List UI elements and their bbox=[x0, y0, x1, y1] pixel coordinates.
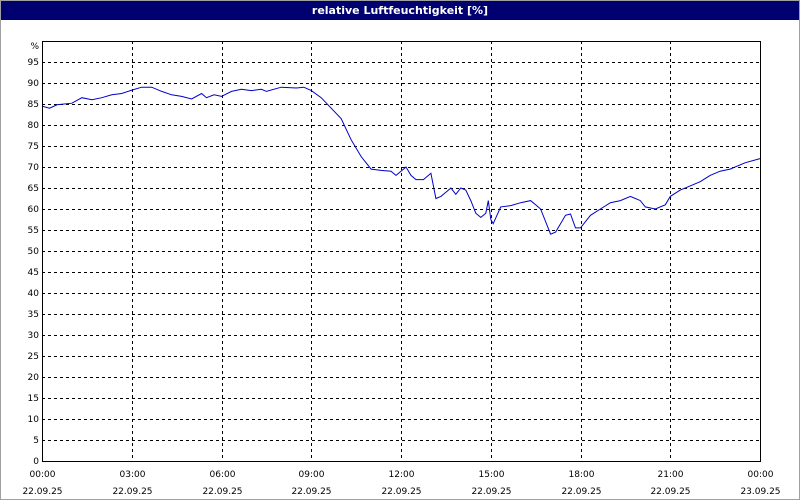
y-tick-label: 15 bbox=[28, 394, 39, 404]
y-tick-label: 90 bbox=[28, 79, 40, 89]
x-tick-date: 22.09.25 bbox=[22, 487, 62, 497]
chart-title: relative Luftfeuchtigkeit [%] bbox=[1, 1, 799, 20]
series bbox=[41, 86, 761, 235]
grid bbox=[42, 41, 760, 461]
y-tick-label: 25 bbox=[28, 352, 39, 362]
y-tick-label: 75 bbox=[28, 142, 39, 152]
x-tick-time: 00:00 bbox=[748, 470, 774, 480]
y-tick-label: 85 bbox=[28, 100, 39, 110]
y-tick-label: 60 bbox=[28, 205, 40, 215]
x-tick-date: 22.09.25 bbox=[291, 487, 331, 497]
y-tick-label: 65 bbox=[28, 184, 39, 194]
x-tick-time: 06:00 bbox=[210, 470, 236, 480]
x-tick-time: 15:00 bbox=[479, 470, 505, 480]
y-tick-label: 70 bbox=[28, 163, 40, 173]
x-tick-date: 22.09.25 bbox=[561, 487, 601, 497]
x-tick-date: 22.09.25 bbox=[112, 487, 152, 497]
x-tick-date: 22.09.25 bbox=[650, 487, 690, 497]
y-axis-unit-label: % bbox=[30, 42, 39, 52]
y-tick-label: 55 bbox=[28, 226, 39, 236]
x-tick-time: 03:00 bbox=[120, 470, 146, 480]
x-tick-date: 22.09.25 bbox=[471, 487, 511, 497]
x-tick-time: 09:00 bbox=[299, 470, 325, 480]
x-tick-date: 22.09.25 bbox=[381, 487, 421, 497]
y-tick-label: 50 bbox=[28, 247, 40, 257]
y-tick-label: 95 bbox=[28, 58, 39, 68]
y-tick-label: 80 bbox=[28, 121, 40, 131]
y-tick-label: 35 bbox=[28, 310, 39, 320]
y-axis-ticks: 0 5 10 15 20 25 30 35 40 45 50 55 60 65 70 75 80 85 90 95 bbox=[28, 58, 40, 467]
plot-frame bbox=[42, 41, 761, 462]
y-tick-label: 20 bbox=[28, 373, 40, 383]
x-tick-date: 22.09.25 bbox=[202, 487, 242, 497]
x-tick-time: 12:00 bbox=[389, 470, 415, 480]
y-tick-label: 30 bbox=[28, 331, 40, 341]
y-tick-label: 40 bbox=[28, 289, 40, 299]
y-tick-label: 45 bbox=[28, 268, 39, 278]
humidity-line bbox=[41, 86, 761, 235]
x-tick-time: 00:00 bbox=[30, 470, 56, 480]
y-tick-label: 10 bbox=[28, 415, 40, 425]
y-tick-label: 0 bbox=[33, 457, 39, 467]
x-tick-time: 18:00 bbox=[569, 470, 595, 480]
x-tick-time: 21:00 bbox=[658, 470, 684, 480]
x-axis-ticks: 00:00 22.09.25 03:00 22.09.25 06:00 22.09.25 0… bbox=[22, 470, 780, 497]
y-tick-label: 5 bbox=[33, 436, 39, 446]
x-tick-date: 23.09.25 bbox=[740, 487, 780, 497]
